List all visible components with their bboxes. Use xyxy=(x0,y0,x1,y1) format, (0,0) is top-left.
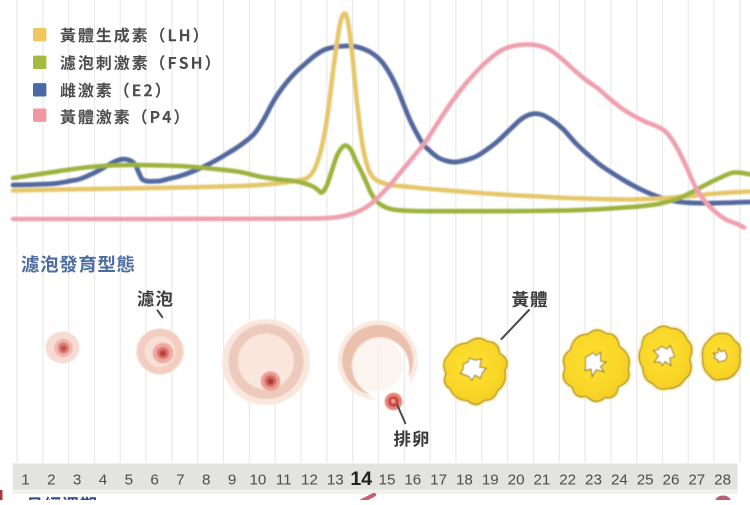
svg-text:14: 14 xyxy=(350,468,372,490)
svg-text:5: 5 xyxy=(125,472,133,489)
svg-text:26: 26 xyxy=(663,472,680,489)
svg-text:19: 19 xyxy=(482,472,499,489)
svg-text:21: 21 xyxy=(533,472,550,489)
svg-text:18: 18 xyxy=(456,472,473,489)
svg-text:17: 17 xyxy=(430,472,447,489)
svg-text:28: 28 xyxy=(714,472,731,489)
svg-text:6: 6 xyxy=(150,472,158,489)
svg-text:24: 24 xyxy=(611,472,628,489)
svg-text:27: 27 xyxy=(688,472,705,489)
svg-text:10: 10 xyxy=(249,472,266,489)
svg-text:2: 2 xyxy=(47,472,55,489)
svg-text:16: 16 xyxy=(404,472,421,489)
svg-text:20: 20 xyxy=(508,472,525,489)
svg-text:15: 15 xyxy=(379,472,396,489)
svg-text:11: 11 xyxy=(276,472,292,489)
svg-text:9: 9 xyxy=(228,472,236,489)
svg-text:12: 12 xyxy=(301,472,318,489)
svg-text:23: 23 xyxy=(585,472,602,489)
svg-text:13: 13 xyxy=(327,472,344,489)
svg-text:4: 4 xyxy=(99,472,107,489)
svg-text:7: 7 xyxy=(176,472,184,489)
svg-text:22: 22 xyxy=(559,472,576,489)
svg-text:25: 25 xyxy=(637,472,654,489)
svg-text:8: 8 xyxy=(202,472,210,489)
svg-text:3: 3 xyxy=(73,472,81,489)
svg-text:1: 1 xyxy=(21,472,29,489)
